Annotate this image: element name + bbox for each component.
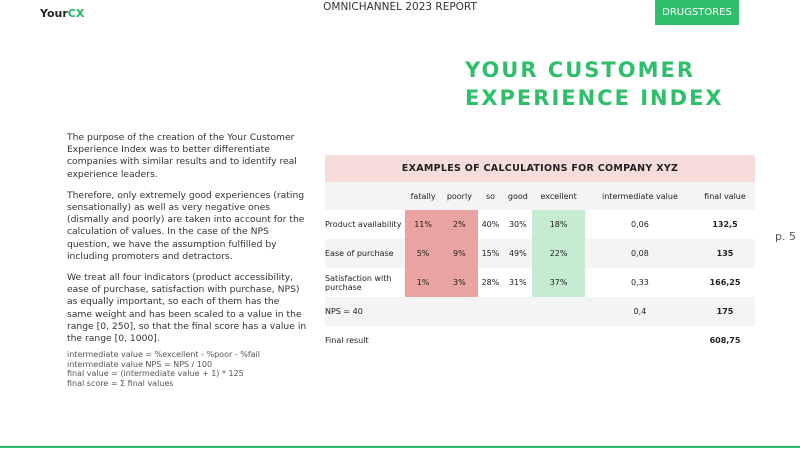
footer-line [0, 446, 800, 448]
share-cell: 30% [508, 220, 527, 229]
table-row: Ease of purchase 5% 9% 15% 49% 22% 0,08 135 [325, 239, 755, 268]
paragraph: We treat all four indicators (product ac… [67, 272, 307, 345]
logo-text: Your [40, 7, 68, 20]
header-cell: intermediate value [584, 182, 695, 210]
empty-cell [405, 297, 585, 326]
row-label: Satisfaction with purchase [325, 273, 392, 292]
header-cell: good [503, 182, 533, 210]
table-caption-row: EXAMPLES OF CALCULATIONS FOR COMPANY XYZ [325, 155, 755, 182]
table-caption: EXAMPLES OF CALCULATIONS FOR COMPANY XYZ [325, 155, 755, 182]
final-cell: 175 [695, 297, 755, 326]
paragraph: Therefore, only extremely good experienc… [67, 189, 305, 262]
final-cell: 135 [695, 239, 755, 268]
logo: YourCX [40, 7, 84, 20]
intermediate-cell: 0,08 [584, 239, 695, 268]
share-cell: 9% [441, 239, 478, 268]
header-cell: fatally [405, 182, 442, 210]
share-cell: 31% [508, 278, 527, 287]
share-cell: 37% [532, 268, 585, 297]
share-cell: 22% [532, 239, 585, 268]
header-cell [325, 182, 405, 210]
share-cell: 1% [405, 268, 442, 297]
share-cell: 49% [503, 239, 533, 268]
share-cell: 40% [481, 220, 500, 229]
table-row: Final result 608,75 [325, 326, 755, 355]
row-label: Final result [325, 336, 369, 345]
header-row: fatally poorly so good excellent intermediate… [325, 182, 755, 210]
table-row: Product availability 11% 2% 40% 30% 18% 0,06 13… [325, 210, 755, 239]
calc-table: EXAMPLES OF CALCULATIONS FOR COMPANY XYZ… [325, 155, 755, 355]
share-cell: 2% [441, 210, 478, 239]
section-tab[interactable]: DRUGSTORES [655, 0, 739, 25]
share-cell: 18% [532, 210, 585, 239]
header-cell: excellent [532, 182, 585, 210]
header-cell: final value [695, 182, 755, 210]
share-cell: 15% [477, 239, 504, 268]
report-title: OMNICHANNEL 2023 REPORT [323, 1, 477, 13]
header-cell: poorly [441, 182, 478, 210]
share-cell: 11% [405, 210, 442, 239]
share-cell: 5% [405, 239, 442, 268]
intermediate-cell: 0,06 [631, 220, 649, 229]
final-cell: 166,25 [709, 278, 741, 287]
logo-text: CX [67, 7, 85, 20]
row-label: Ease of purchase [325, 239, 405, 268]
row-label: NPS = 40 [325, 297, 405, 326]
final-cell: 608,75 [709, 336, 741, 345]
table-row: NPS = 40 0,4 175 [325, 297, 755, 326]
page-title: YOUR CUSTOMER EXPERIENCE INDEX [465, 56, 724, 112]
title-line: YOUR CUSTOMER [465, 58, 696, 82]
body-text: The purpose of the creation of the Your … [67, 132, 307, 354]
row-label: Product availability [325, 220, 402, 229]
title-line: EXPERIENCE INDEX [465, 86, 724, 110]
share-cell: 28% [481, 278, 500, 287]
intermediate-cell: 0,4 [584, 297, 695, 326]
formula: final score = Σ final values [67, 378, 174, 388]
formulas: intermediate value = %excellent - %poor … [67, 350, 260, 388]
empty-cell [585, 326, 695, 355]
paragraph: The purpose of the creation of the Your … [67, 132, 297, 180]
empty-cell [405, 326, 585, 355]
formula: intermediate value NPS = NPS / 100 [67, 359, 213, 369]
final-cell: 132,5 [712, 220, 738, 229]
formula: final value = (intermediate value + 1) *… [67, 369, 244, 378]
share-cell: 3% [441, 268, 478, 297]
page-number: p. 5 [775, 230, 796, 243]
intermediate-cell: 0,33 [631, 278, 649, 287]
header-cell: so [477, 182, 504, 210]
formula: intermediate value = %excellent - %poor … [67, 350, 260, 359]
table-row: Satisfaction with purchase 1% 3% 28% 31% 37% 0… [325, 268, 755, 297]
